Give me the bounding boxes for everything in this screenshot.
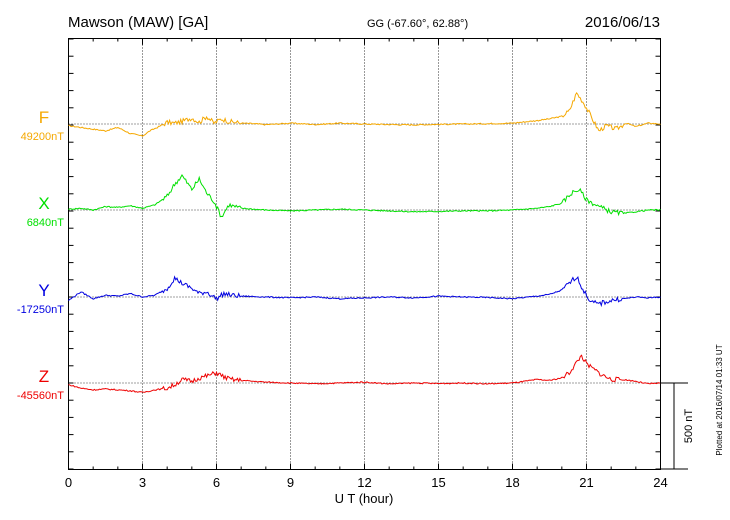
- axis-ticks: [68, 38, 661, 470]
- series-baseline-label-x: 6840nT: [27, 217, 65, 229]
- x-tick-label-9: 9: [287, 475, 294, 490]
- plotted-at-note: Plotted at 2016/07/14 01:33 UT: [715, 344, 724, 455]
- x-tick-label-18: 18: [505, 475, 519, 490]
- x-tick-label-3: 3: [139, 475, 146, 490]
- x-tick-labels: 0 3 6 9 12 15 18 21 24: [65, 475, 668, 490]
- series-group: [68, 92, 661, 393]
- series-name-z: Z: [39, 367, 49, 386]
- x-tick-label-6: 6: [213, 475, 220, 490]
- x-tick-label-0: 0: [65, 475, 72, 490]
- series-labels: F 49200nT X 6840nT Y -17250nT Z -45560nT: [17, 108, 64, 402]
- series-baseline-label-f: 49200nT: [21, 131, 65, 143]
- x-tick-label-15: 15: [431, 475, 445, 490]
- chart-subtitle: GG (-67.60°, 62.88°): [367, 18, 468, 30]
- chart-title: Mawson (MAW) [GA]: [68, 14, 208, 31]
- series-line-x: [68, 174, 661, 218]
- series-baseline-label-z: -45560nT: [17, 390, 64, 402]
- series-name-x: X: [38, 194, 49, 213]
- series-name-f: F: [39, 108, 49, 127]
- series-line-f: [68, 92, 661, 137]
- scale-bar: 500 nT: [660, 382, 695, 470]
- series-line-z: [68, 354, 661, 393]
- series-baseline-label-y: -17250nT: [17, 304, 64, 316]
- x-tick-label-24: 24: [653, 475, 667, 490]
- series-name-y: Y: [38, 281, 49, 300]
- x-tick-label-12: 12: [357, 475, 371, 490]
- chart-date: 2016/06/13: [585, 14, 660, 31]
- series-line-y: [68, 275, 661, 308]
- grid-lines: [68, 38, 661, 470]
- scale-bar-label: 500 nT: [683, 409, 695, 444]
- x-tick-label-21: 21: [579, 475, 593, 490]
- x-axis-label: U T (hour): [335, 491, 394, 506]
